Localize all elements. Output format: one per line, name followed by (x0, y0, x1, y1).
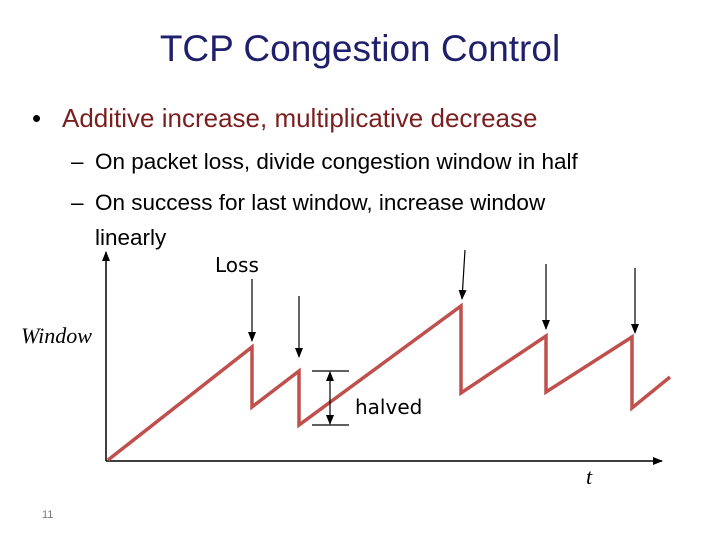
y-axis-label: Window (21, 323, 92, 348)
window-sawtooth-line (106, 302, 672, 462)
loss-label: Loss (215, 253, 259, 277)
bullet-additive-increase: • Additive increase, multiplicative decre… (32, 103, 537, 134)
sub-bullet-text: On packet loss, divide congestion window… (95, 149, 578, 174)
sub-bullet-marker: – (71, 190, 84, 215)
sub-bullet-marker: – (71, 149, 84, 174)
sub-bullet-text: On success for last window, increase win… (95, 190, 546, 215)
halved-label: halved (355, 395, 422, 419)
slide-title: TCP Congestion Control (159, 28, 561, 69)
slide-number: 11 (42, 509, 54, 521)
bullet-text: Additive increase, multiplicative decrea… (62, 103, 538, 133)
sub-bullet-continuation: linearly (95, 225, 167, 250)
bullet-marker: • (32, 103, 42, 133)
x-axis-label: t (586, 464, 593, 489)
sub-bullet-success: – On success for last window, increase wi… (71, 187, 545, 219)
loss-arrow (458, 249, 467, 300)
sub-bullet-packet-loss: – On packet loss, divide congestion windo… (71, 146, 578, 178)
